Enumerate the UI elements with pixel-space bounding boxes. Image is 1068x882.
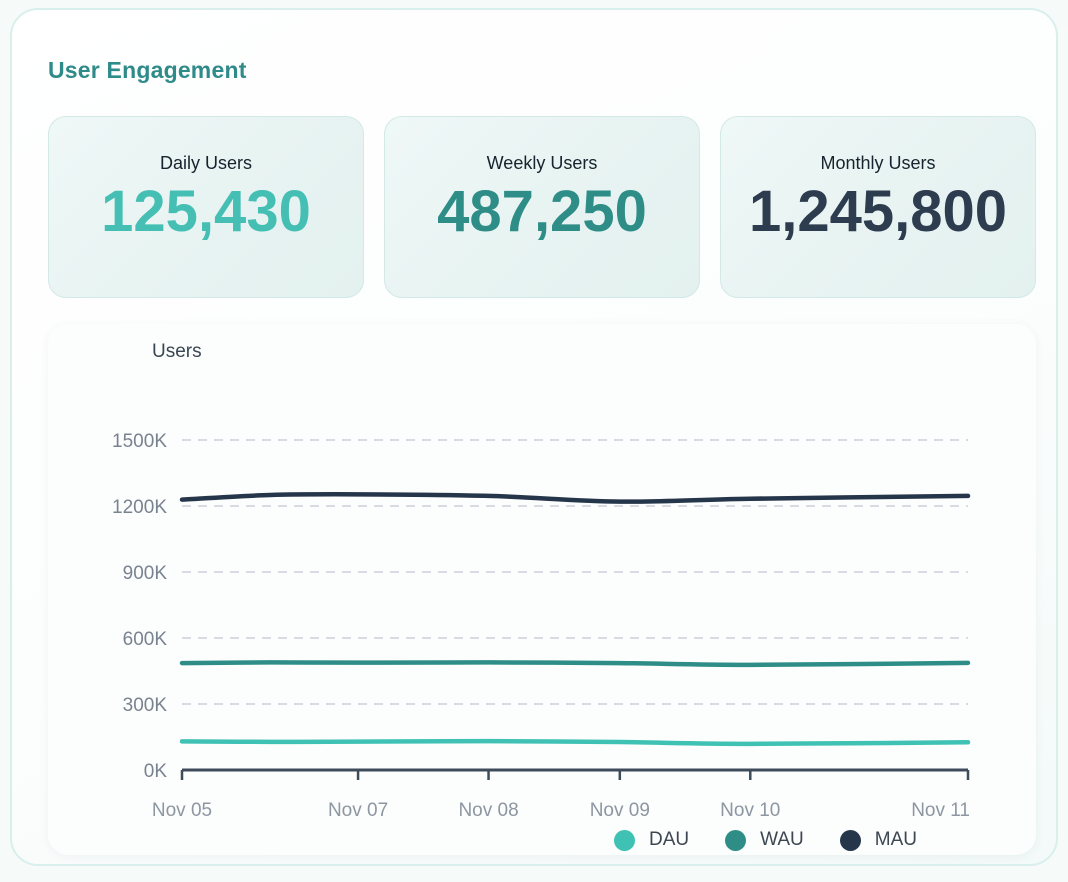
stat-card-weekly-users: Weekly Users 487,250 bbox=[384, 116, 700, 298]
stat-card-value: 1,245,800 bbox=[748, 179, 1008, 244]
dau-legend-dot-icon bbox=[614, 829, 635, 851]
y-tick-label: 600K bbox=[123, 629, 168, 650]
legend-label: MAU bbox=[874, 829, 917, 850]
chart-title: Users bbox=[152, 341, 202, 362]
stat-card-label: Weekly Users bbox=[486, 153, 598, 173]
x-tick-label: Nov 05 bbox=[152, 800, 212, 821]
series-line-MAU bbox=[179, 492, 971, 504]
legend-item-mau[interactable]: MAU bbox=[839, 829, 917, 851]
engagement-line-chart: 1500K 1200K 900K 600K 300K 0K Nov 05 Nov 07 Nov … bbox=[112, 431, 971, 821]
legend-label: WAU bbox=[760, 829, 804, 850]
mau-legend-dot-icon bbox=[839, 829, 861, 851]
stat-card-monthly-users: Monthly Users 1,245,800 bbox=[720, 116, 1036, 298]
stat-cards-row: Daily Users 125,430 Weekly Users 487,250… bbox=[48, 116, 1036, 298]
legend-item-wau[interactable]: WAU bbox=[725, 829, 804, 851]
legend-item-dau[interactable]: DAU bbox=[614, 829, 689, 851]
series-line-WAU bbox=[179, 660, 971, 668]
y-tick-label: 0K bbox=[144, 761, 168, 782]
stat-card-value: 125,430 bbox=[101, 179, 311, 244]
stat-card-daily-users: Daily Users 125,430 bbox=[48, 116, 364, 298]
y-tick-label: 300K bbox=[123, 695, 168, 716]
y-tick-label: 900K bbox=[123, 563, 168, 584]
user-engagement-panel: User Engagement Daily Users 125,430 Week… bbox=[10, 8, 1058, 866]
stat-card-label: Monthly Users bbox=[820, 153, 936, 173]
legend-label: DAU bbox=[649, 829, 690, 850]
engagement-chart-panel: Users 1500K 1200K 900K 600K 300K 0K Nov 05 Nov … bbox=[48, 324, 1036, 855]
stat-card-value: 487,250 bbox=[437, 179, 647, 244]
wau-legend-dot-icon bbox=[725, 829, 747, 851]
x-tick-label: Nov 09 bbox=[590, 800, 650, 821]
x-tick-label: Nov 11 bbox=[911, 800, 970, 821]
y-tick-label: 1200K bbox=[112, 497, 167, 518]
series-line-DAU bbox=[179, 738, 971, 747]
x-tick-label: Nov 07 bbox=[328, 800, 388, 821]
stat-card-label: Daily Users bbox=[159, 153, 252, 173]
x-tick-label: Nov 10 bbox=[720, 800, 780, 821]
y-tick-label: 1500K bbox=[112, 431, 167, 452]
x-tick-label: Nov 08 bbox=[458, 800, 518, 821]
chart-legend: DAU WAU MAU bbox=[614, 829, 917, 851]
page-title: User Engagement bbox=[48, 57, 247, 83]
